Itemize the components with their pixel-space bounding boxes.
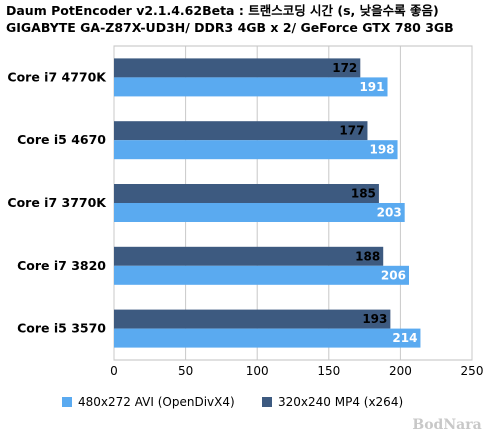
data-label: 172 [332, 61, 357, 75]
x-tick-label: 150 [317, 364, 340, 378]
x-tick-label: 200 [389, 364, 412, 378]
legend-entry: 320x240 MP4 (x264) [278, 395, 403, 409]
data-label: 185 [351, 187, 376, 201]
bar [114, 121, 368, 141]
data-label: 188 [355, 249, 380, 263]
bar [114, 58, 361, 78]
bar [114, 265, 409, 285]
bar [114, 184, 379, 203]
watermark-logo: BodNara [412, 417, 481, 433]
bar [114, 203, 405, 222]
category-label: Core i7 4770K [7, 69, 107, 84]
data-label: 198 [369, 143, 394, 157]
category-label: Core i7 3820 [17, 258, 106, 273]
bar [114, 328, 421, 348]
data-label: 177 [339, 124, 364, 138]
bar [114, 309, 391, 329]
legend-swatch [262, 397, 272, 407]
legend: 480x272 AVI (OpenDivX4) 320x240 MP4 (x264… [62, 395, 403, 409]
chart-subtitle: GIGABYTE GA-Z87X-UD3H/ DDR3 4GB x 2/ GeF… [6, 20, 454, 35]
category-label: Core i5 3570 [17, 321, 106, 336]
axis-layer: 0 50 100 150 200 250 Core i7 4770K Core i5 4670… [7, 69, 483, 378]
bar [114, 140, 398, 160]
legend-entry: 480x272 AVI (OpenDivX4) [78, 395, 235, 409]
bar [114, 246, 384, 266]
category-label: Core i7 3770K [7, 195, 107, 210]
x-tick-label: 0 [110, 364, 118, 378]
category-label: Core i5 4670 [17, 132, 106, 147]
x-tick-label: 50 [178, 364, 193, 378]
data-label: 214 [392, 331, 417, 345]
bar [114, 77, 388, 97]
data-label: 203 [377, 206, 402, 220]
legend-swatch [62, 397, 72, 407]
data-label: 193 [362, 312, 387, 326]
chart-title: Daum PotEncoder v2.1.4.62Beta : 트랜스코딩 시간… [6, 3, 439, 18]
data-label: 206 [381, 268, 406, 282]
x-tick-label: 100 [246, 364, 269, 378]
x-tick-label: 250 [461, 364, 484, 378]
data-label: 191 [359, 80, 384, 94]
